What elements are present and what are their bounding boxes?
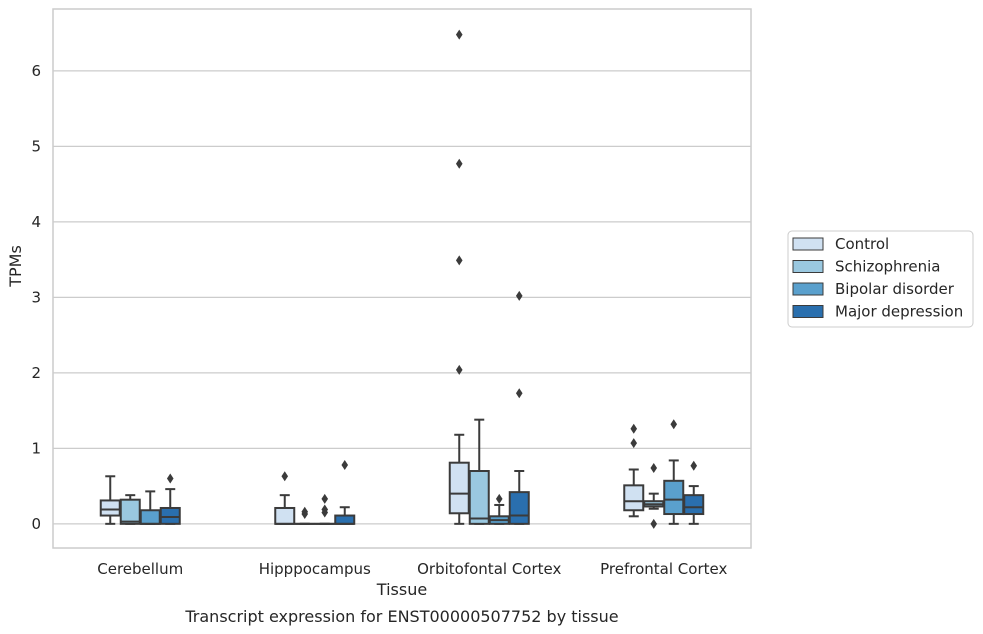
- legend-swatch: [792, 237, 824, 251]
- outlier-point: [630, 423, 638, 434]
- box-bipolar-disorder-hipppocampus: [314, 493, 336, 525]
- y-tick-labels: 0 1 2 3 4 5 6: [31, 62, 41, 533]
- box: [119, 498, 141, 525]
- outlier-point: [455, 158, 463, 169]
- x-tick-labels: Cerebellum Hipppocampus Orbitofontal Corte…: [97, 560, 727, 578]
- outlier-point: [650, 518, 658, 529]
- outlier-point: [650, 462, 658, 473]
- box: [99, 499, 121, 517]
- box-control-cerebellum: [99, 475, 121, 525]
- box-control-prefrontal-cortex: [623, 423, 645, 518]
- box-major-depression-prefrontal-cortex: [683, 460, 705, 525]
- box: [623, 484, 645, 512]
- y-tick-label: 5: [31, 137, 41, 155]
- box-control-orbitofontal-cortex: [448, 29, 470, 525]
- legend-swatch: [792, 260, 824, 273]
- legend-label: Control: [835, 235, 889, 253]
- chart-caption: Transcript expression for ENST0000050775…: [184, 607, 618, 626]
- box: [468, 470, 490, 525]
- outlier-point: [630, 438, 638, 449]
- legend: Control Schizophrenia Bipolar disorder Majo…: [787, 230, 974, 328]
- outlier-point: [321, 504, 329, 515]
- outlier-point: [166, 473, 174, 484]
- outlier-point: [455, 29, 463, 40]
- outlier-point: [341, 459, 349, 470]
- box-schizophrenia-hipppocampus: [294, 506, 316, 525]
- box-schizophrenia-prefrontal-cortex: [643, 462, 665, 529]
- box-bipolar-disorder-cerebellum: [139, 490, 161, 525]
- box: [683, 494, 705, 516]
- outlier-point: [281, 471, 289, 482]
- box-major-depression-cerebellum: [159, 473, 181, 525]
- outlier-point: [321, 493, 329, 504]
- box-major-depression-orbitofontal-cortex: [508, 290, 530, 525]
- plot-frame: [52, 8, 752, 549]
- box-groups: [99, 29, 705, 529]
- box: [334, 514, 356, 525]
- box: [663, 479, 685, 516]
- x-tick-label: Orbitofontal Cortex: [417, 560, 561, 578]
- y-tick-label: 2: [31, 364, 41, 382]
- legend-label: Major depression: [835, 303, 963, 321]
- x-axis-label: Tissue: [376, 580, 427, 599]
- y-gridlines: [53, 70, 751, 525]
- box-schizophrenia-cerebellum: [119, 494, 141, 525]
- outlier-point: [495, 493, 503, 504]
- outlier-point: [690, 460, 698, 471]
- outlier-point: [670, 419, 678, 430]
- box-schizophrenia-orbitofontal-cortex: [468, 418, 490, 525]
- box: [274, 506, 296, 525]
- legend-label: Bipolar disorder: [835, 280, 955, 298]
- y-tick-label: 6: [31, 62, 41, 80]
- y-tick-label: 1: [31, 439, 41, 457]
- outlier-point: [301, 506, 309, 517]
- legend-swatch: [792, 282, 824, 296]
- outlier-point: [515, 388, 523, 399]
- y-axis-label: TPMs: [6, 245, 25, 288]
- x-tick-label: Prefrontal Cortex: [600, 560, 727, 578]
- outlier-point: [455, 255, 463, 266]
- outlier-point: [515, 290, 523, 301]
- box: [139, 509, 161, 525]
- box-bipolar-disorder-orbitofontal-cortex: [488, 493, 510, 525]
- box: [508, 491, 530, 525]
- legend-frame: [787, 230, 974, 328]
- y-tick-label: 3: [31, 288, 41, 306]
- box-major-depression-hipppocampus: [334, 459, 356, 525]
- x-tick-label: Hipppocampus: [259, 560, 371, 578]
- box-bipolar-disorder-prefrontal-cortex: [663, 419, 685, 525]
- y-tick-label: 4: [31, 213, 41, 231]
- legend-label: Schizophrenia: [835, 258, 940, 276]
- outlier-point: [455, 364, 463, 375]
- box: [448, 461, 470, 515]
- box-control-hipppocampus: [274, 471, 296, 525]
- box: [159, 506, 181, 525]
- y-tick-label: 0: [31, 515, 41, 533]
- legend-swatch: [792, 305, 824, 318]
- x-tick-label: Cerebellum: [97, 560, 183, 578]
